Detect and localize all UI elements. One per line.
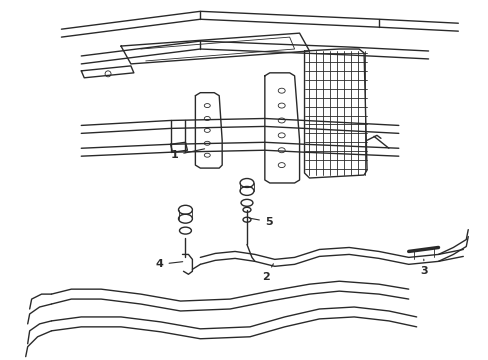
Text: 4: 4	[155, 259, 183, 269]
Text: 5: 5	[249, 217, 272, 227]
Text: 3: 3	[420, 259, 427, 276]
Text: 1: 1	[170, 149, 204, 160]
Text: 2: 2	[262, 264, 273, 282]
